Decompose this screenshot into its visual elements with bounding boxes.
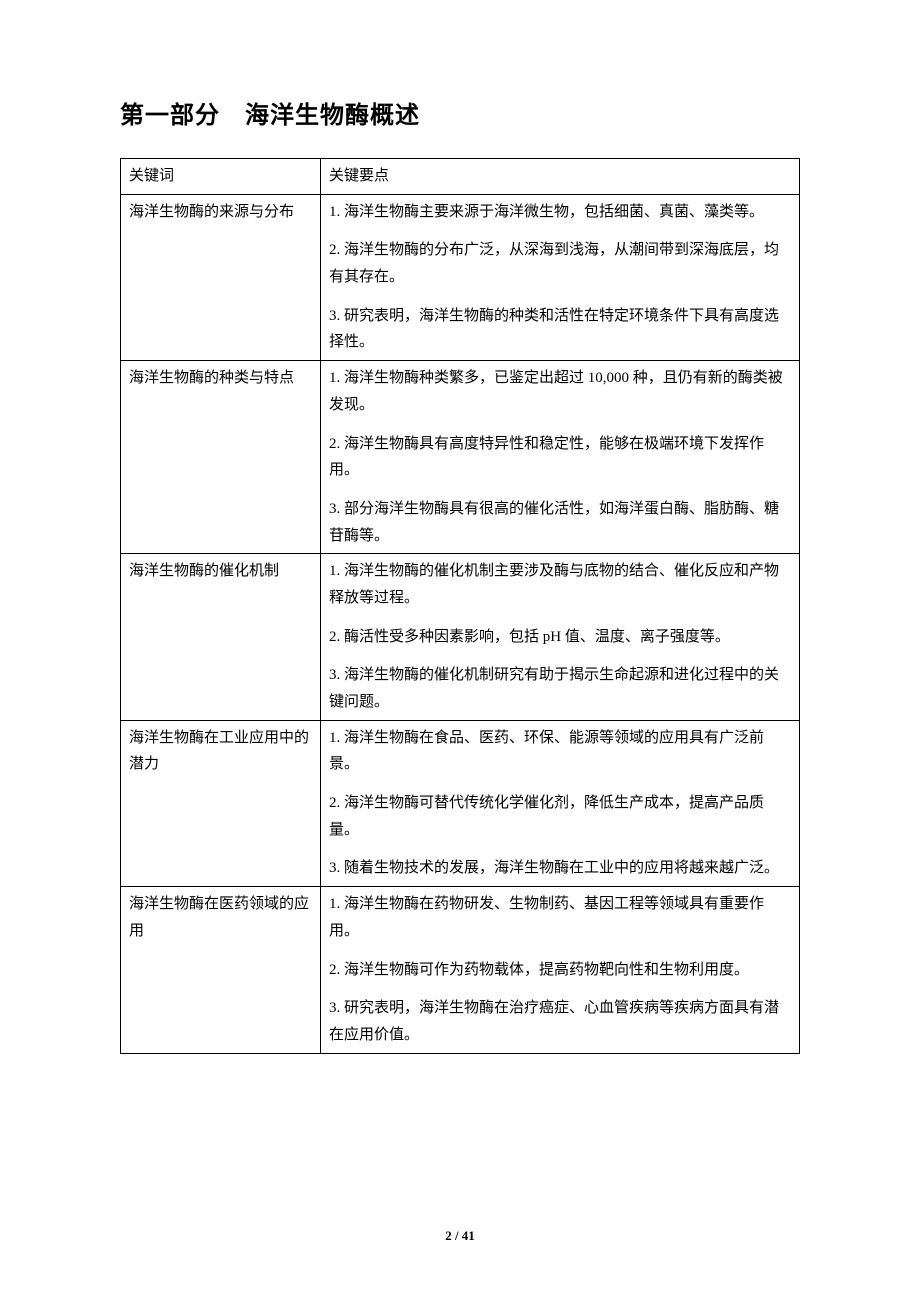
point-text: 2. 酶活性受多种因素影响，包括 pH 值、温度、离子强度等。: [329, 624, 791, 651]
point-text: 1. 海洋生物酶种类繁多，已鉴定出超过 10,000 种，且仍有新的酶类被发现。: [329, 365, 791, 418]
keyword-cell: 海洋生物酶在医药领域的应用: [121, 887, 321, 1053]
keyword-cell: 海洋生物酶的催化机制: [121, 554, 321, 720]
keyword-cell: 海洋生物酶的种类与特点: [121, 361, 321, 554]
points-cell: 1. 海洋生物酶种类繁多，已鉴定出超过 10,000 种，且仍有新的酶类被发现。…: [321, 361, 800, 554]
table-row: 海洋生物酶的催化机制 1. 海洋生物酶的催化机制主要涉及酶与底物的结合、催化反应…: [121, 554, 800, 720]
point-text: 2. 海洋生物酶具有高度特异性和稳定性，能够在极端环境下发挥作用。: [329, 431, 791, 484]
point-text: 1. 海洋生物酶的催化机制主要涉及酶与底物的结合、催化反应和产物释放等过程。: [329, 558, 791, 611]
point-text: 3. 研究表明，海洋生物酶的种类和活性在特定环境条件下具有高度选择性。: [329, 303, 791, 356]
content-table: 关键词 关键要点 海洋生物酶的来源与分布 1. 海洋生物酶主要来源于海洋微生物，…: [120, 158, 800, 1054]
table-row: 海洋生物酶在医药领域的应用 1. 海洋生物酶在药物研发、生物制药、基因工程等领域…: [121, 887, 800, 1053]
header-points: 关键要点: [321, 159, 800, 195]
point-text: 1. 海洋生物酶在食品、医药、环保、能源等领域的应用具有广泛前景。: [329, 725, 791, 778]
point-text: 2. 海洋生物酶可替代传统化学催化剂，降低生产成本，提高产品质量。: [329, 790, 791, 843]
points-cell: 1. 海洋生物酶的催化机制主要涉及酶与底物的结合、催化反应和产物释放等过程。 2…: [321, 554, 800, 720]
point-text: 3. 海洋生物酶的催化机制研究有助于揭示生命起源和进化过程中的关键问题。: [329, 662, 791, 715]
point-text: 3. 部分海洋生物酶具有很高的催化活性，如海洋蛋白酶、脂肪酶、糖苷酶等。: [329, 496, 791, 549]
section-title: 第一部分 海洋生物酶概述: [120, 95, 800, 130]
table-row: 海洋生物酶的种类与特点 1. 海洋生物酶种类繁多，已鉴定出超过 10,000 种…: [121, 361, 800, 554]
points-cell: 1. 海洋生物酶在药物研发、生物制药、基因工程等领域具有重要作用。 2. 海洋生…: [321, 887, 800, 1053]
keyword-cell: 海洋生物酶的来源与分布: [121, 194, 321, 360]
table-row: 海洋生物酶的来源与分布 1. 海洋生物酶主要来源于海洋微生物，包括细菌、真菌、藻…: [121, 194, 800, 360]
table-row: 海洋生物酶在工业应用中的潜力 1. 海洋生物酶在食品、医药、环保、能源等领域的应…: [121, 720, 800, 886]
keyword-cell: 海洋生物酶在工业应用中的潜力: [121, 720, 321, 886]
point-text: 1. 海洋生物酶在药物研发、生物制药、基因工程等领域具有重要作用。: [329, 891, 791, 944]
points-cell: 1. 海洋生物酶在食品、医药、环保、能源等领域的应用具有广泛前景。 2. 海洋生…: [321, 720, 800, 886]
point-text: 2. 海洋生物酶的分布广泛，从深海到浅海，从潮间带到深海底层，均有其存在。: [329, 237, 791, 290]
table-header-row: 关键词 关键要点: [121, 159, 800, 195]
point-text: 3. 研究表明，海洋生物酶在治疗癌症、心血管疾病等疾病方面具有潜在应用价值。: [329, 995, 791, 1048]
points-cell: 1. 海洋生物酶主要来源于海洋微生物，包括细菌、真菌、藻类等。 2. 海洋生物酶…: [321, 194, 800, 360]
point-text: 1. 海洋生物酶主要来源于海洋微生物，包括细菌、真菌、藻类等。: [329, 199, 791, 226]
point-text: 3. 随着生物技术的发展，海洋生物酶在工业中的应用将越来越广泛。: [329, 855, 791, 882]
point-text: 2. 海洋生物酶可作为药物载体，提高药物靶向性和生物利用度。: [329, 957, 791, 984]
page-number: 2 / 41: [0, 1228, 920, 1244]
header-keyword: 关键词: [121, 159, 321, 195]
